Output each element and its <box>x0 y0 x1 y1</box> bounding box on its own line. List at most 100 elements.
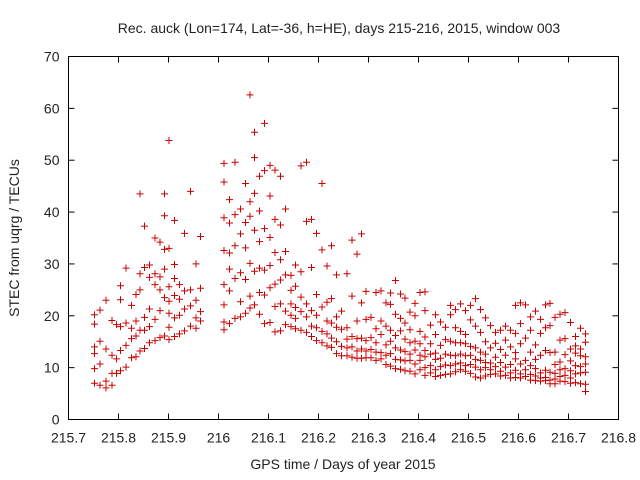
data-point <box>122 264 130 272</box>
data-point <box>517 299 524 307</box>
data-point <box>128 301 135 309</box>
data-point <box>362 347 370 355</box>
data-point <box>582 353 589 361</box>
data-point <box>432 355 439 363</box>
data-point <box>353 317 361 325</box>
data-point <box>567 345 574 353</box>
data-point <box>522 356 529 364</box>
data-point <box>348 236 356 244</box>
data-point <box>502 336 509 344</box>
data-point <box>482 314 489 322</box>
data-point <box>96 381 104 389</box>
data-point <box>146 273 153 281</box>
data-point <box>362 315 370 323</box>
data-point <box>561 335 569 343</box>
data-point <box>102 296 110 304</box>
data-point <box>117 347 124 355</box>
data-point <box>297 162 305 170</box>
data-point <box>251 189 258 197</box>
data-point <box>277 256 284 264</box>
data-point <box>522 372 529 380</box>
data-point <box>171 314 178 322</box>
data-point <box>416 340 424 348</box>
data-point <box>421 364 429 372</box>
data-point <box>192 260 200 268</box>
data-point <box>372 325 380 333</box>
data-point <box>333 323 340 331</box>
data-point <box>122 341 130 349</box>
data-point <box>432 330 439 338</box>
data-point <box>181 229 188 237</box>
data-point <box>437 341 444 349</box>
data-point <box>343 352 351 360</box>
data-point <box>577 345 584 353</box>
data-point <box>406 367 414 375</box>
data-point <box>165 137 173 145</box>
data-point <box>582 368 589 376</box>
data-point <box>542 301 549 309</box>
data-point <box>165 283 173 291</box>
data-point <box>197 232 204 240</box>
data-point <box>406 350 414 358</box>
data-point <box>382 322 390 330</box>
data-point <box>457 339 464 347</box>
data-point <box>171 260 178 268</box>
data-point <box>282 247 289 255</box>
data-point <box>96 306 104 314</box>
data-point <box>517 370 524 378</box>
data-point <box>392 355 399 363</box>
data-point <box>102 345 110 353</box>
data-point <box>141 222 148 230</box>
data-point <box>372 356 380 364</box>
data-point <box>287 323 295 331</box>
data-point <box>246 198 254 206</box>
data-point <box>437 371 444 379</box>
data-point <box>220 326 228 334</box>
data-point <box>492 328 499 336</box>
data-point <box>577 363 584 371</box>
axis-ticks <box>68 56 619 420</box>
data-point <box>303 217 310 225</box>
data-point <box>151 315 159 323</box>
data-point <box>411 360 419 368</box>
data-point <box>303 300 310 308</box>
data-point <box>318 180 326 188</box>
x-tick-label: 216.4 <box>401 430 436 446</box>
data-point <box>197 317 204 325</box>
data-point <box>367 354 375 362</box>
x-tick-label: 215.8 <box>101 430 136 446</box>
data-point <box>146 339 153 347</box>
data-point <box>231 274 239 282</box>
data-point <box>537 315 544 323</box>
data-point <box>522 366 529 374</box>
data-point <box>287 300 295 308</box>
data-point <box>421 307 429 315</box>
data-point <box>447 301 454 309</box>
data-point <box>462 362 469 370</box>
data-point <box>197 284 204 292</box>
data-point <box>377 330 385 338</box>
data-point <box>338 325 345 333</box>
data-point <box>561 371 569 379</box>
data-point <box>421 288 429 296</box>
data-point <box>467 342 474 350</box>
data-point <box>271 215 279 223</box>
x-tick-label: 216 <box>207 430 231 446</box>
data-point <box>338 342 345 350</box>
data-point <box>226 265 233 273</box>
data-point <box>452 324 459 332</box>
data-point <box>251 226 258 234</box>
data-point <box>477 306 484 314</box>
data-point <box>108 381 116 389</box>
y-tick-label: 20 <box>44 308 60 324</box>
data-point <box>527 313 534 321</box>
data-point <box>165 309 173 317</box>
data-point <box>251 267 258 275</box>
data-point <box>333 313 340 321</box>
data-point <box>96 337 104 345</box>
data-point <box>181 305 188 313</box>
data-point <box>457 350 464 358</box>
data-point <box>156 334 164 342</box>
data-point <box>287 311 295 319</box>
data-point <box>387 300 394 308</box>
